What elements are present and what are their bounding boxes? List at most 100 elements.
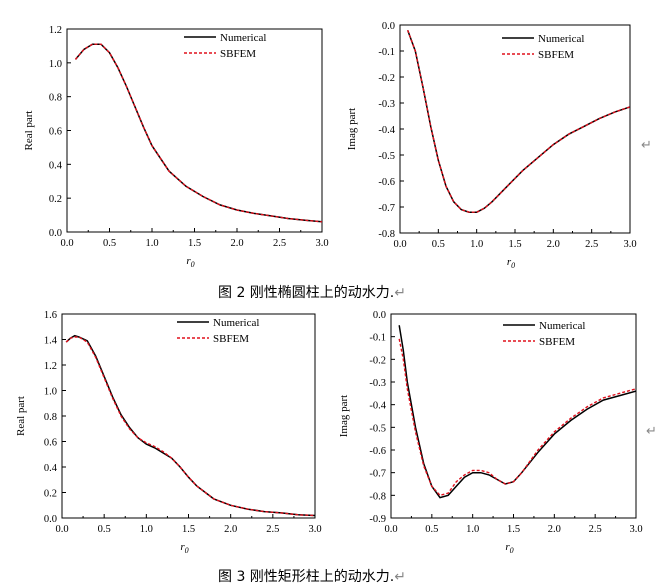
y-tick-label: 1.0 xyxy=(49,59,62,70)
x-tick-label: 2.0 xyxy=(224,524,237,535)
chart-3: 0.0 0.5 1.0 1.5 2.0 2.5 3.0 0.0 0.2 0.4 0.6 0.8 1.0 1… xyxy=(15,310,322,555)
x-tick-label: 2.5 xyxy=(585,239,598,250)
x-tick-label: 2.0 xyxy=(548,524,561,535)
x-axis-label-subscript: 0 xyxy=(510,546,514,555)
x-tick-label: 2.5 xyxy=(589,524,602,535)
legend-label-sbfem: SBFEM xyxy=(538,49,574,61)
x-tick-label: 0.0 xyxy=(60,238,73,249)
y-tick-label: -0.8 xyxy=(378,229,395,240)
series-line-numerical xyxy=(74,43,323,223)
y-tick-label: -0.5 xyxy=(378,151,395,162)
figure-2-caption-text: 图 2 刚性椭圆柱上的动水力. xyxy=(218,285,395,301)
y-tick-label: 0.6 xyxy=(44,438,57,449)
legend-label-sbfem: SBFEM xyxy=(539,336,575,348)
legend-label-numerical: Numerical xyxy=(539,320,585,332)
y-tick-label: 1.0 xyxy=(44,387,57,398)
x-tick-label: 0.5 xyxy=(425,524,438,535)
series-line-numerical xyxy=(398,325,637,499)
plot-frame xyxy=(66,28,323,233)
plot-frame xyxy=(61,313,316,519)
y-tick-label: -0.3 xyxy=(369,378,386,389)
y-tick-label: -0.5 xyxy=(369,423,386,434)
y-axis-label: Imag part xyxy=(338,395,350,437)
y-tick-label: 0.0 xyxy=(44,514,57,525)
chart-2: 0.0 0.5 1.0 1.5 2.0 2.5 3.0 0.0 -0.1 -0.2 -0.3 -0.4… xyxy=(346,21,637,270)
chart-4: 0.0 0.5 1.0 1.5 2.0 2.5 3.0 0.0 -0.1 -0.2 -0.3 -0.4… xyxy=(338,310,643,555)
x-axis-label-subscript: 0 xyxy=(511,261,515,270)
return-mark-row-2: ↵ xyxy=(646,424,657,439)
series-line-numerical xyxy=(406,29,631,213)
y-tick-label: 0.4 xyxy=(49,160,63,171)
x-axis-label: r0 xyxy=(186,255,194,269)
legend-label-numerical: Numerical xyxy=(213,317,259,329)
x-tick-label: 1.0 xyxy=(145,238,158,249)
plot-frame xyxy=(390,313,637,519)
y-tick-label: 0.2 xyxy=(44,489,57,500)
y-tick-label: 0.0 xyxy=(382,21,395,32)
x-tick-label: 1.0 xyxy=(470,239,483,250)
y-tick-label: 0.0 xyxy=(373,310,386,321)
series-line-sbfem xyxy=(407,29,631,213)
figure-3-caption: 图 3 刚性矩形柱上的动水力.↵ xyxy=(218,566,406,586)
y-tick-label: 1.2 xyxy=(49,25,62,36)
y-tick-label: 0.8 xyxy=(44,412,57,423)
y-tick-label: -0.1 xyxy=(378,47,395,58)
y-tick-label: 0.6 xyxy=(49,127,62,138)
x-tick-label: 0.0 xyxy=(55,524,68,535)
y-axis-label: Real part xyxy=(15,396,27,436)
y-tick-label: 0.0 xyxy=(49,228,62,239)
y-tick-label: 1.4 xyxy=(44,336,58,347)
y-tick-label: -0.6 xyxy=(369,446,386,457)
y-tick-label: -0.4 xyxy=(369,401,386,412)
x-tick-label: 1.0 xyxy=(140,524,153,535)
x-tick-label: 1.5 xyxy=(507,524,520,535)
x-tick-label: 1.5 xyxy=(188,238,201,249)
chart-1: 0.0 0.5 1.0 1.5 2.0 2.5 3.0 0.0 0.2 0.4 0.6 0.8 1.0 1… xyxy=(23,25,329,269)
x-tick-label: 3.0 xyxy=(623,239,636,250)
x-tick-label: 2.5 xyxy=(273,238,286,249)
x-tick-label: 3.0 xyxy=(315,238,328,249)
legend-label-numerical: Numerical xyxy=(538,33,584,45)
legend-label-sbfem: SBFEM xyxy=(220,48,256,60)
x-tick-label: 0.0 xyxy=(384,524,397,535)
y-tick-label: 1.2 xyxy=(44,361,57,372)
y-tick-label: -0.2 xyxy=(369,355,386,366)
caption-return-mark: ↵ xyxy=(394,285,406,301)
y-axis-label: Real part xyxy=(23,110,35,150)
x-tick-label: 0.5 xyxy=(432,239,445,250)
series-line-numerical xyxy=(65,334,316,517)
y-tick-label: -0.7 xyxy=(369,469,386,480)
x-axis-label: r0 xyxy=(180,541,188,555)
figure-3-caption-text: 图 3 刚性矩形柱上的动水力. xyxy=(218,569,395,585)
x-tick-label: 0.5 xyxy=(103,238,116,249)
x-tick-label: 0.5 xyxy=(98,524,111,535)
y-tick-label: -0.7 xyxy=(378,203,395,214)
y-tick-label: 1.6 xyxy=(44,310,57,321)
y-tick-label: -0.1 xyxy=(369,333,386,344)
x-tick-label: 3.0 xyxy=(308,524,321,535)
x-tick-label: 3.0 xyxy=(629,524,642,535)
y-tick-label: -0.2 xyxy=(378,73,395,84)
y-tick-label: -0.9 xyxy=(369,514,386,525)
x-axis-label-subscript: 0 xyxy=(185,546,189,555)
plot-frame xyxy=(399,24,631,234)
y-tick-label: -0.8 xyxy=(369,491,386,502)
y-tick-label: -0.3 xyxy=(378,99,395,110)
series-line-sbfem xyxy=(74,43,323,223)
legend-label-numerical: Numerical xyxy=(220,32,266,44)
y-axis-label: Imag part xyxy=(346,108,358,150)
y-tick-label: -0.4 xyxy=(378,125,395,136)
y-tick-label: 0.8 xyxy=(49,93,62,104)
x-tick-label: 1.5 xyxy=(508,239,521,250)
caption-return-mark: ↵ xyxy=(394,569,406,585)
return-mark-row-1: ↵ xyxy=(641,138,652,153)
x-tick-label: 2.5 xyxy=(266,524,279,535)
series-line-sbfem xyxy=(398,338,637,497)
x-tick-label: 2.0 xyxy=(230,238,243,249)
x-axis-label-subscript: 0 xyxy=(191,260,195,269)
y-tick-label: 0.2 xyxy=(49,194,62,205)
x-tick-label: 0.0 xyxy=(393,239,406,250)
x-axis-label: r0 xyxy=(507,256,515,270)
x-tick-label: 2.0 xyxy=(547,239,560,250)
series-line-sbfem xyxy=(65,336,316,517)
